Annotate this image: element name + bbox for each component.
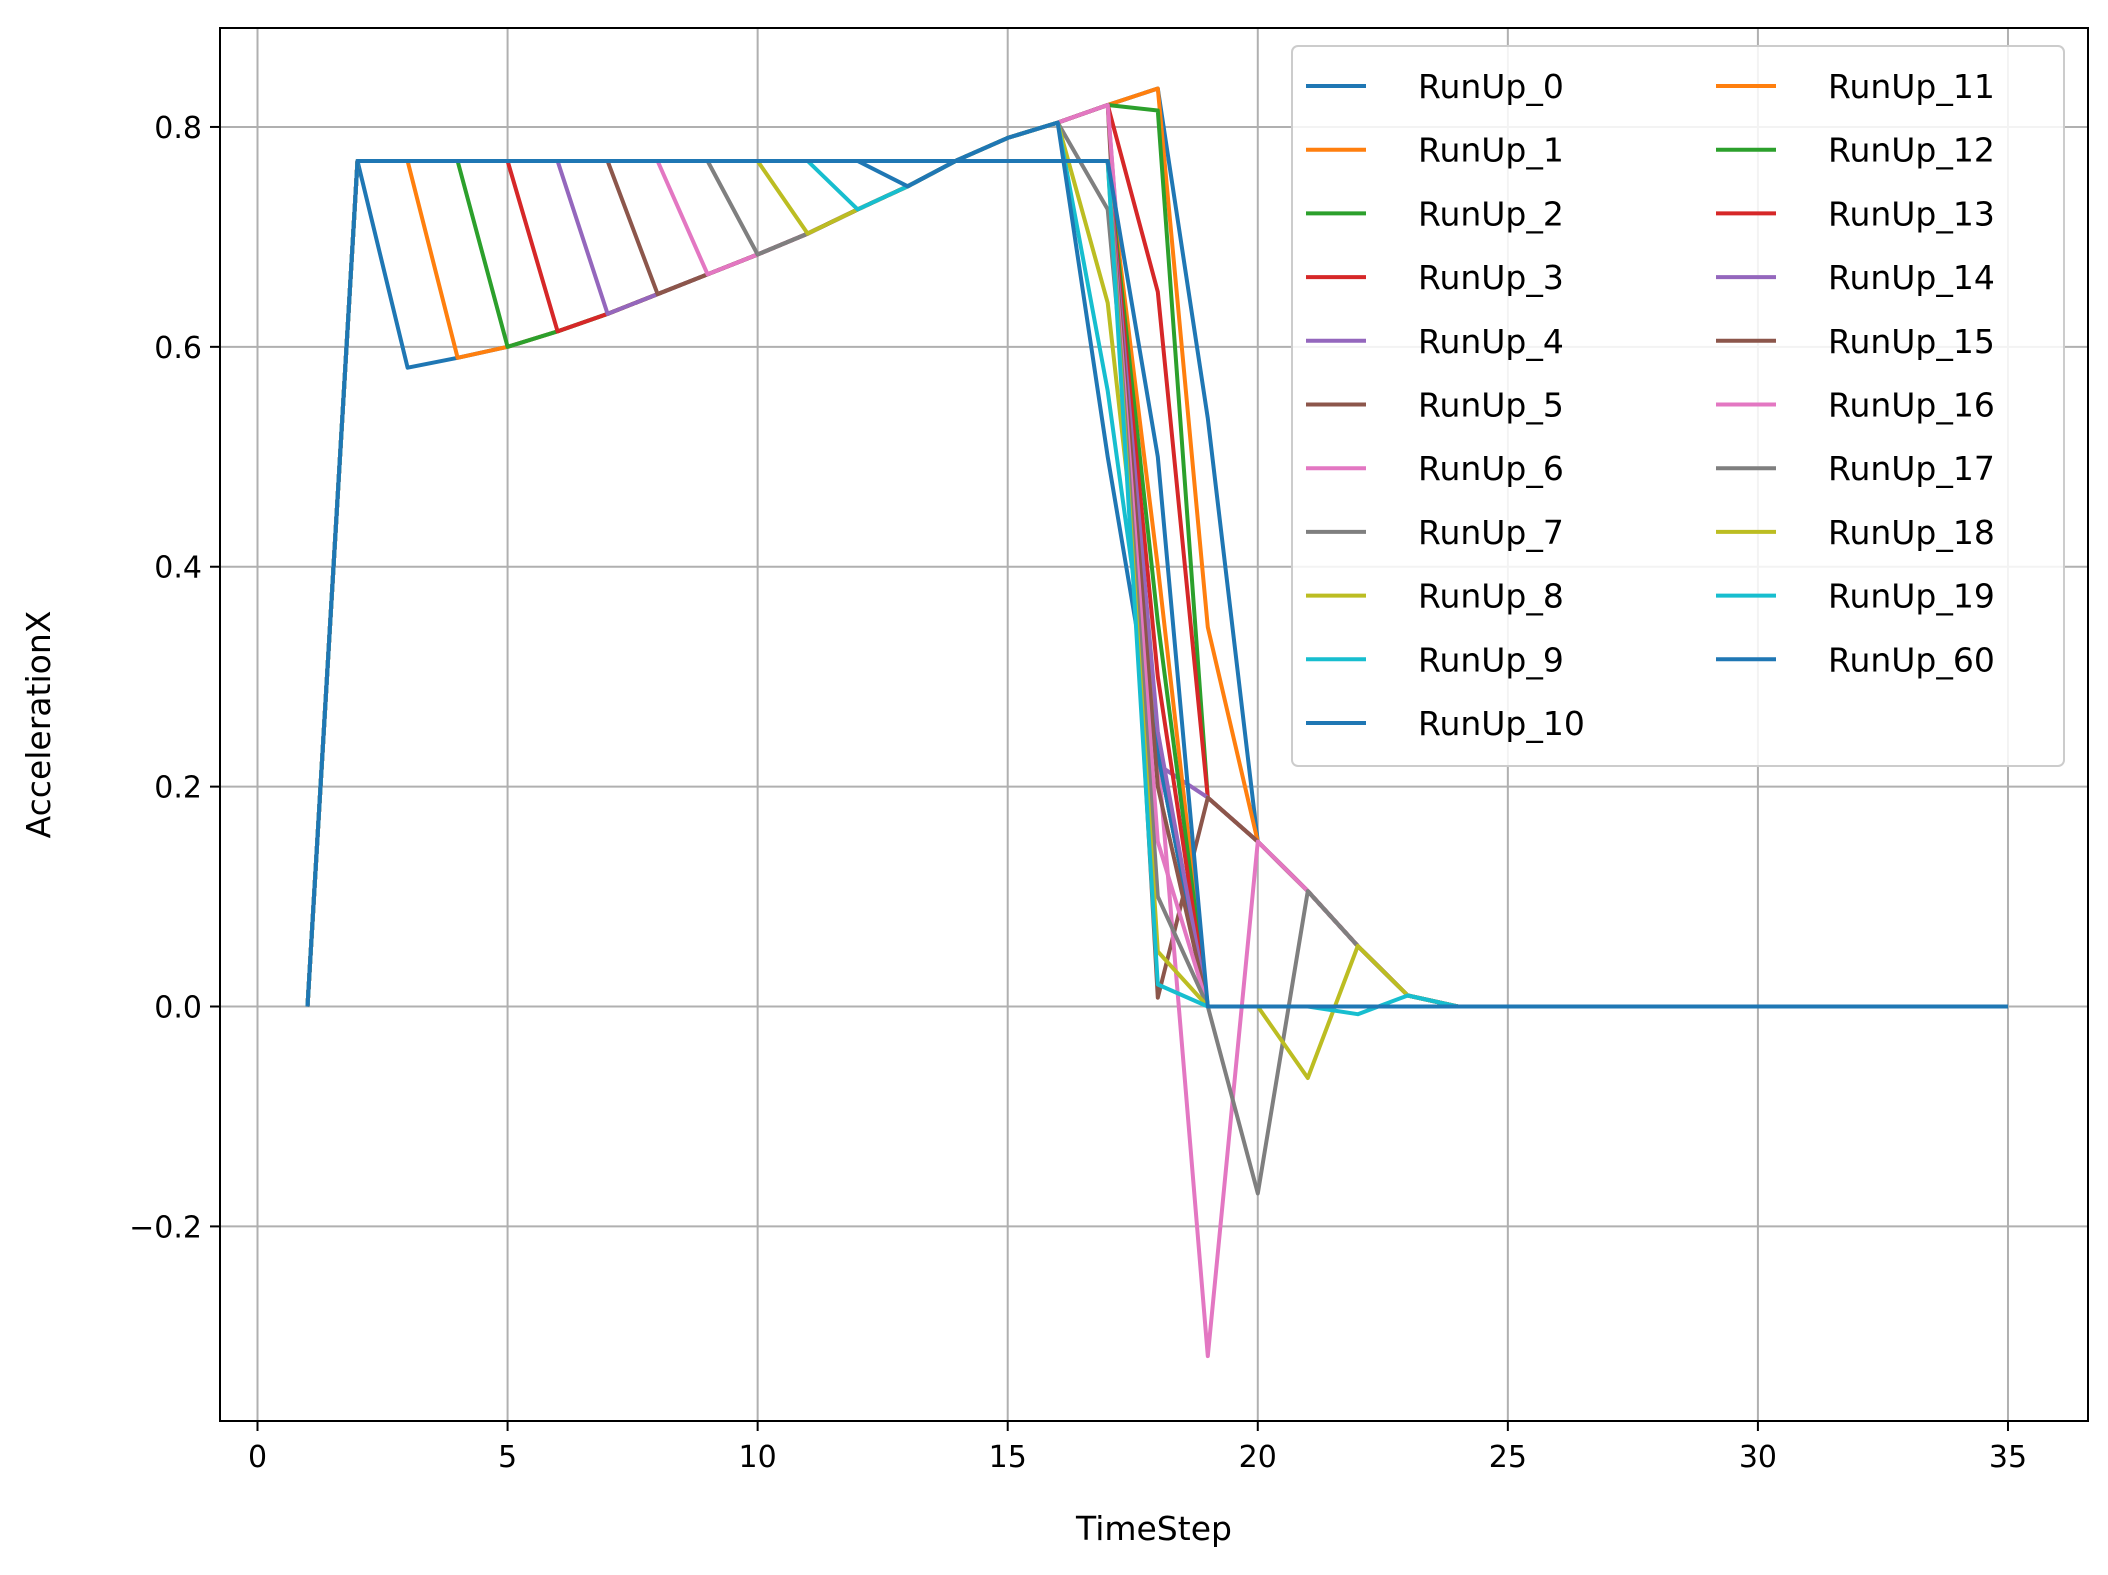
legend-label: RunUp_6: [1418, 449, 1564, 488]
y-tick-label: 0.8: [154, 111, 202, 146]
legend-label: RunUp_14: [1828, 258, 1995, 297]
plot-frame: [219, 27, 2089, 1422]
legend-label: RunUp_17: [1828, 449, 1995, 488]
legend-box: [1291, 45, 2065, 767]
legend-label: RunUp_1: [1418, 131, 1564, 170]
x-tick-label: 15: [989, 1440, 1027, 1475]
legend-label: RunUp_2: [1418, 194, 1564, 233]
y-tick-label: 0.6: [154, 331, 202, 366]
x-tick-label: 20: [1239, 1440, 1277, 1475]
y-tick-label: −0.2: [129, 1210, 202, 1245]
x-tick-label: 5: [498, 1440, 517, 1475]
x-tick-label: 10: [739, 1440, 777, 1475]
legend-label: RunUp_18: [1828, 513, 1995, 552]
legend-label: RunUp_16: [1828, 386, 1995, 425]
legend-label: RunUp_5: [1418, 386, 1564, 425]
legend-label: RunUp_4: [1418, 322, 1564, 361]
legend: RunUp_0 RunUp_1 RunUp_2 RunUp_3 RunUp_4 RunUp…: [1291, 45, 2065, 767]
x-tick-label: 0: [248, 1440, 267, 1475]
legend-label: RunUp_60: [1828, 640, 1995, 679]
y-tick-label: 0.2: [154, 771, 202, 806]
legend-label: RunUp_11: [1828, 67, 1995, 106]
legend-label: RunUp_10: [1418, 704, 1585, 743]
legend-label: RunUp_8: [1418, 577, 1564, 616]
legend-label: RunUp_12: [1828, 131, 1995, 170]
legend-label: RunUp_7: [1418, 513, 1564, 552]
y-tick-label: 0.0: [154, 991, 202, 1026]
x-tick-label: 30: [1739, 1440, 1777, 1475]
axis-ticks: 0 5 10 15 20 25 30 35 −0.2 0.0 0.2 0.4 0.6 0.8: [129, 111, 2027, 1475]
legend-label: RunUp_3: [1418, 258, 1564, 297]
y-tick-label: 0.4: [154, 551, 202, 586]
y-axis-label: AccelerationX: [19, 611, 58, 839]
legend-label: RunUp_19: [1828, 577, 1995, 616]
legend-label: RunUp_0: [1418, 67, 1564, 106]
x-tick-label: 35: [1989, 1440, 2027, 1475]
x-axis-label: TimeStep: [1075, 1509, 1232, 1548]
series-line-runup-60: [305, 159, 2008, 1009]
legend-label: RunUp_9: [1418, 640, 1564, 679]
legend-label: RunUp_15: [1828, 322, 1995, 361]
x-tick-label: 25: [1489, 1440, 1527, 1475]
legend-label: RunUp_13: [1828, 194, 1995, 233]
series-lines: [305, 86, 2008, 1359]
